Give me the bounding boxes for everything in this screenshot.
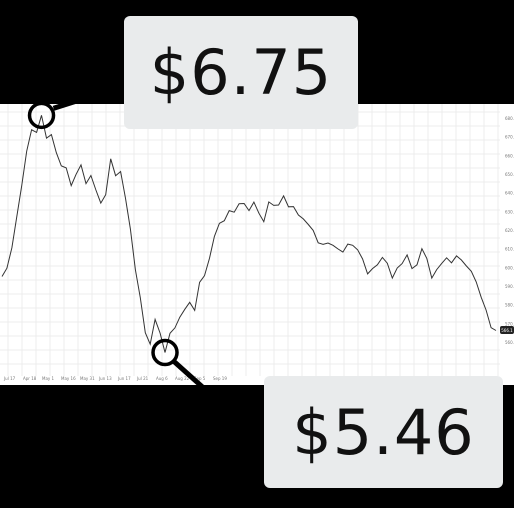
y-tick-label: 570.0 — [505, 321, 514, 326]
x-tick-label: Jun 13 — [98, 376, 112, 381]
x-tick-label: Aug 6 — [156, 376, 168, 381]
y-tick-label: 680.0 — [505, 116, 514, 121]
chart-area-background — [0, 104, 514, 385]
y-tick-label: 590.0 — [505, 284, 514, 289]
y-tick-label: 560.0 — [505, 340, 514, 345]
x-tick-label: May 31 — [80, 376, 95, 381]
high-point-marker — [27, 101, 56, 130]
high-price-callout: $6.75 — [124, 16, 358, 129]
y-tick-label: 650.0 — [505, 172, 514, 177]
x-tick-label: Aug 22 — [175, 376, 190, 381]
chart-gridlines — [0, 104, 500, 376]
high-leader-line — [52, 83, 125, 111]
x-tick-label: Sep 5 — [194, 376, 206, 381]
y-tick-label: 640.0 — [505, 191, 514, 196]
y-tick-label: 620.0 — [505, 228, 514, 233]
x-axis: Jul 17 Apr 18 May 1 May 16 May 31 Jun 13 Jun 1… — [3, 376, 227, 381]
x-tick-label: May 16 — [61, 376, 76, 381]
last-price-tag: 566.1 — [500, 326, 514, 334]
y-tick-label: 670.0 — [505, 135, 514, 140]
x-tick-label: Jun 17 — [117, 376, 131, 381]
callout-markers — [27, 83, 266, 444]
price-series-line — [1, 115, 497, 353]
y-tick-label: 660.0 — [505, 153, 514, 158]
low-point-marker — [151, 338, 179, 367]
low-price-callout: $5.46 — [264, 376, 503, 488]
y-tick-label: 580.0 — [505, 303, 514, 308]
last-price-label: 566.1 — [501, 328, 513, 333]
y-tick-label: 610.0 — [505, 247, 514, 252]
y-tick-label: 630.0 — [505, 209, 514, 214]
low-leader-line — [172, 359, 266, 444]
x-tick-label: Apr 18 — [23, 376, 37, 381]
y-tick-label: 600.0 — [505, 265, 514, 270]
x-tick-label: Sep 19 — [213, 376, 227, 381]
x-tick-label: Jul 17 — [3, 376, 16, 381]
low-price-value: $5.46 — [292, 395, 475, 469]
x-tick-label: May 1 — [42, 376, 55, 381]
y-axis: 680.0 670.0 660.0 650.0 640.0 630.0 620.0 610.0… — [505, 116, 514, 345]
x-tick-label: Jul 21 — [136, 376, 149, 381]
high-price-value: $6.75 — [149, 36, 333, 109]
